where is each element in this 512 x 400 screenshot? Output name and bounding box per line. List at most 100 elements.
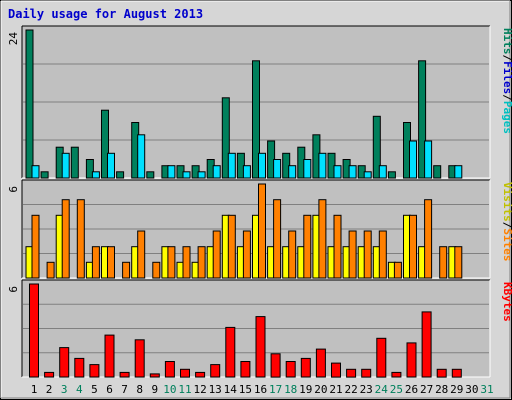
legend-entry: / [501, 222, 512, 229]
x-tick-label: 5 [91, 383, 98, 396]
bar-sites-day-17 [273, 199, 282, 279]
x-tick-label: 23 [360, 383, 373, 396]
bar-hits-day-7 [116, 171, 125, 179]
bar-sites-day-29 [454, 246, 463, 279]
bar-hits-day-5 [85, 159, 94, 179]
bar-files-day-11 [182, 171, 191, 179]
x-tick-label: 22 [344, 383, 357, 396]
bar-kbytes-day-10 [164, 361, 175, 378]
bar-kbytes-day-17 [270, 353, 281, 378]
bar-kbytes-day-11 [180, 368, 190, 378]
bar-kbytes-day-22 [346, 368, 357, 378]
bar-hits-day-25 [387, 171, 396, 179]
x-tick-label: 26 [405, 383, 418, 396]
bar-sites-day-11 [182, 246, 191, 279]
bar-kbytes-day-9 [149, 373, 160, 378]
bar-hits-day-27 [418, 60, 427, 179]
bar-files-day-27 [424, 140, 433, 179]
y-max-label: 6 [7, 286, 20, 293]
bar-hits-day-2 [40, 171, 49, 179]
x-tick-label: 7 [121, 383, 128, 396]
bar-sites-day-21 [333, 214, 342, 279]
x-tick-label: 21 [329, 383, 342, 396]
bar-sites-day-15 [242, 230, 251, 279]
bar-kbytes-day-29 [451, 368, 462, 378]
x-tick-label: 13 [209, 383, 222, 396]
bar-kbytes-day-15 [240, 361, 251, 378]
bar-kbytes-day-5 [89, 364, 100, 378]
legend-entry: Hits [501, 28, 512, 55]
legend-entry: Sites [501, 228, 512, 261]
bar-kbytes-day-21 [331, 362, 341, 378]
bar-kbytes-day-14 [225, 326, 236, 378]
bar-kbytes-day-28 [436, 368, 447, 378]
x-tick-label: 20 [314, 383, 327, 396]
x-tick-label: 17 [269, 383, 282, 396]
x-tick-label: 3 [61, 383, 68, 396]
x-tick-label: 8 [136, 383, 143, 396]
bar-sites-day-7 [122, 261, 131, 279]
bar-sites-day-2 [46, 261, 55, 279]
bar-sites-day-16 [258, 183, 266, 279]
bar-sites-day-28 [439, 246, 448, 279]
x-tick-label: 19 [299, 383, 312, 396]
bar-kbytes-day-16 [255, 316, 266, 378]
bar-sites-day-9 [152, 261, 161, 279]
bar-hits-day-16 [252, 60, 260, 179]
x-tick-label: 29 [450, 383, 463, 396]
bar-sites-day-1 [31, 214, 40, 279]
bar-sites-day-20 [318, 199, 327, 279]
x-tick-label: 14 [224, 383, 238, 396]
chart-title: Daily usage for August 2013 [8, 7, 203, 21]
bar-kbytes-day-2 [44, 371, 55, 378]
x-tick-label: 30 [465, 383, 478, 396]
y-max-label: 24 [7, 32, 20, 46]
bar-files-day-3 [61, 152, 70, 179]
panel-kbytes: 6 KBytes [7, 279, 512, 378]
bar-files-day-19 [303, 159, 312, 179]
bar-files-day-17 [273, 159, 282, 179]
bar-files-day-5 [91, 171, 100, 179]
bar-kbytes-day-26 [406, 342, 417, 378]
bar-kbytes-day-23 [361, 368, 372, 378]
panel-hits_files_pages: 24 Hits/Files/Pages [7, 25, 512, 179]
bar-hits-day-24 [372, 115, 381, 179]
legend-hits_files_pages: Hits/Files/Pages [501, 28, 512, 134]
bar-files-day-16 [258, 152, 266, 179]
bar-sites-day-6 [107, 246, 115, 279]
y-max-label: 6 [7, 186, 20, 193]
bar-kbytes-day-24 [376, 337, 387, 378]
x-tick-label: 11 [178, 383, 191, 396]
legend-entry: KBytes [501, 282, 512, 322]
x-axis-labels: 1 2 3 4 5 6 7 8 9 10 11 12 13 14 15 16 17 18 19 20 21 22 23 24 2… [31, 383, 494, 396]
x-tick-label: 4 [76, 383, 83, 396]
bar-hits-day-14 [221, 97, 230, 179]
bar-sites-day-5 [91, 246, 100, 279]
x-tick-label: 24 [375, 383, 389, 396]
bar-kbytes-day-3 [59, 347, 70, 378]
bar-files-day-13 [212, 165, 221, 179]
legend-visits_sites: Visits/Sites [501, 182, 512, 262]
bar-hits-day-4 [70, 146, 79, 179]
bar-files-day-24 [378, 165, 387, 179]
bar-files-day-29 [454, 165, 463, 179]
bar-kbytes-day-12 [195, 371, 206, 378]
x-tick-label: 31 [480, 383, 493, 396]
x-tick-label: 25 [390, 383, 403, 396]
legend-kbytes: KBytes [501, 282, 512, 322]
bar-files-day-22 [348, 165, 357, 179]
bar-kbytes-day-8 [134, 339, 145, 378]
legend-entry: Files [501, 61, 512, 94]
bar-kbytes-day-18 [285, 361, 296, 378]
x-tick-label: 2 [46, 383, 53, 396]
bar-kbytes-day-19 [300, 357, 311, 378]
bar-files-day-14 [227, 152, 236, 179]
bar-files-day-10 [167, 165, 176, 179]
bar-kbytes-day-20 [315, 348, 326, 378]
panel-visits_sites: 6 Visits/Sites [7, 179, 512, 279]
bar-sites-day-25 [393, 261, 402, 279]
bar-sites-day-8 [137, 230, 146, 279]
bar-kbytes-day-6 [104, 334, 115, 378]
chart-panels: 24 Hits/Files/Pages 6 Visits/Sites 6 KBytes [7, 25, 512, 378]
